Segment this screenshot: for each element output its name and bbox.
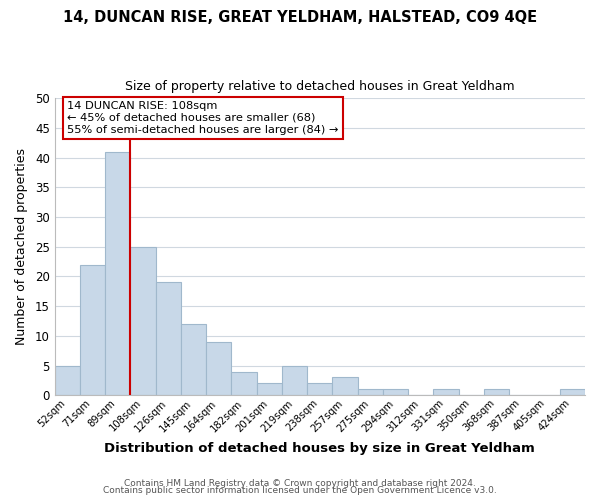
Bar — [484, 390, 509, 396]
Bar — [181, 324, 206, 396]
Bar — [130, 247, 155, 396]
Bar — [105, 152, 130, 396]
Bar — [55, 366, 80, 396]
Bar — [383, 390, 408, 396]
X-axis label: Distribution of detached houses by size in Great Yeldham: Distribution of detached houses by size … — [104, 442, 535, 455]
Text: Contains public sector information licensed under the Open Government Licence v3: Contains public sector information licen… — [103, 486, 497, 495]
Bar — [155, 282, 181, 396]
Text: Contains HM Land Registry data © Crown copyright and database right 2024.: Contains HM Land Registry data © Crown c… — [124, 478, 476, 488]
Bar — [332, 378, 358, 396]
Bar — [358, 390, 383, 396]
Text: 14 DUNCAN RISE: 108sqm
← 45% of detached houses are smaller (68)
55% of semi-det: 14 DUNCAN RISE: 108sqm ← 45% of detached… — [67, 102, 338, 134]
Bar — [433, 390, 459, 396]
Bar — [80, 264, 105, 396]
Bar — [232, 372, 257, 396]
Bar — [282, 366, 307, 396]
Bar — [206, 342, 232, 396]
Y-axis label: Number of detached properties: Number of detached properties — [15, 148, 28, 346]
Bar — [560, 390, 585, 396]
Bar — [257, 384, 282, 396]
Text: 14, DUNCAN RISE, GREAT YELDHAM, HALSTEAD, CO9 4QE: 14, DUNCAN RISE, GREAT YELDHAM, HALSTEAD… — [63, 10, 537, 25]
Title: Size of property relative to detached houses in Great Yeldham: Size of property relative to detached ho… — [125, 80, 515, 93]
Bar — [307, 384, 332, 396]
